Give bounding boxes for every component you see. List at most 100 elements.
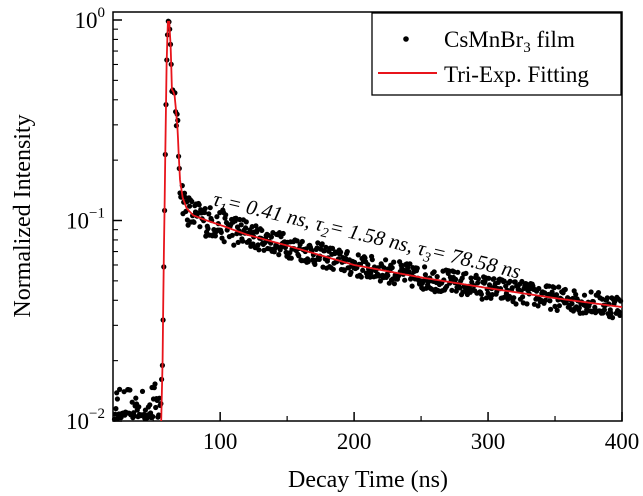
data-point [422,272,428,278]
data-point [617,312,623,318]
plot-frame [112,11,623,422]
data-point [365,262,371,268]
x-tick-label: 400 [605,429,640,454]
data-point [229,232,235,238]
data-point [355,252,361,258]
data-point [407,261,413,267]
data-point [389,265,395,271]
data-point [113,406,119,412]
data-point [391,259,397,265]
data-point [253,223,259,229]
data-point [520,294,526,300]
data-point [608,310,614,316]
data-point [238,222,244,228]
data-point [341,268,347,274]
data-point [547,298,553,304]
data-point [446,268,452,274]
data-point [475,280,481,286]
data-point [294,238,300,244]
fit-line [160,20,623,422]
data-point [235,239,241,245]
data-point [576,305,582,311]
data-point [152,381,158,387]
data-point [312,261,318,267]
legend-measured-subscript: 3 [523,40,531,56]
data-point [259,227,265,233]
data-point [562,286,568,293]
data-point [512,279,518,285]
data-point [381,265,387,271]
data-point [369,257,375,263]
data-point [202,206,208,212]
legend-measured-name: CsMnBr [444,27,524,52]
data-point [609,315,616,321]
data-point [299,238,305,245]
data-point [114,390,120,396]
data-point [205,226,211,232]
tau2-subscript: 2 [319,225,329,241]
data-point [552,303,558,309]
data-point [569,301,575,307]
data-point [153,404,159,411]
data-point [459,275,465,281]
x-axis-ticks: 100 200 300 400 [152,412,640,454]
data-point [475,276,481,282]
data-point [129,399,135,405]
data-point [181,190,188,196]
data-point [434,274,440,280]
data-point [358,274,364,280]
data-point [368,270,374,276]
data-point [276,252,282,258]
data-point [549,289,555,295]
data-point [344,249,350,255]
data-point [338,249,344,255]
data-point [212,233,218,239]
data-point [524,301,530,307]
y-axis-label: Normalized Intensity [10,114,36,317]
data-point [479,296,485,302]
data-point [453,276,459,282]
data-point [114,396,120,402]
data-point [414,265,420,271]
data-point [468,275,474,281]
data-point [262,240,268,246]
data-point [243,225,249,231]
data-point [509,285,515,291]
data-point [618,298,624,304]
data-point [191,219,197,225]
y-tick-label: 100 [75,5,106,33]
data-point [501,278,507,284]
data-point [195,210,201,216]
tau1-subscript: 1 [217,201,227,217]
data-point [383,257,389,263]
data-point [197,224,203,230]
data-point [323,244,329,250]
y-tick-label: 10−1 [66,206,105,234]
x-tick-label: 200 [337,429,372,454]
data-point [463,270,469,276]
data-point [588,289,594,295]
data-point [556,284,562,290]
data-point [352,259,358,265]
data-point [112,411,118,417]
x-tick-label: 100 [203,429,238,454]
data-point [237,216,243,223]
data-point [127,387,133,393]
data-point [147,402,153,408]
data-point [255,242,261,248]
data-point [409,283,415,289]
data-point [431,269,437,275]
data-point [483,295,490,301]
data-point [348,269,354,275]
data-point [189,198,195,205]
data-point [187,203,193,209]
data-point [280,230,286,237]
data-point [385,272,391,279]
data-point [218,229,224,235]
data-point [231,242,237,248]
data-point [319,241,325,247]
data-point [221,239,227,245]
y-axis-ticks: 10−2 10−1 100 [66,5,122,434]
data-point [156,412,162,418]
